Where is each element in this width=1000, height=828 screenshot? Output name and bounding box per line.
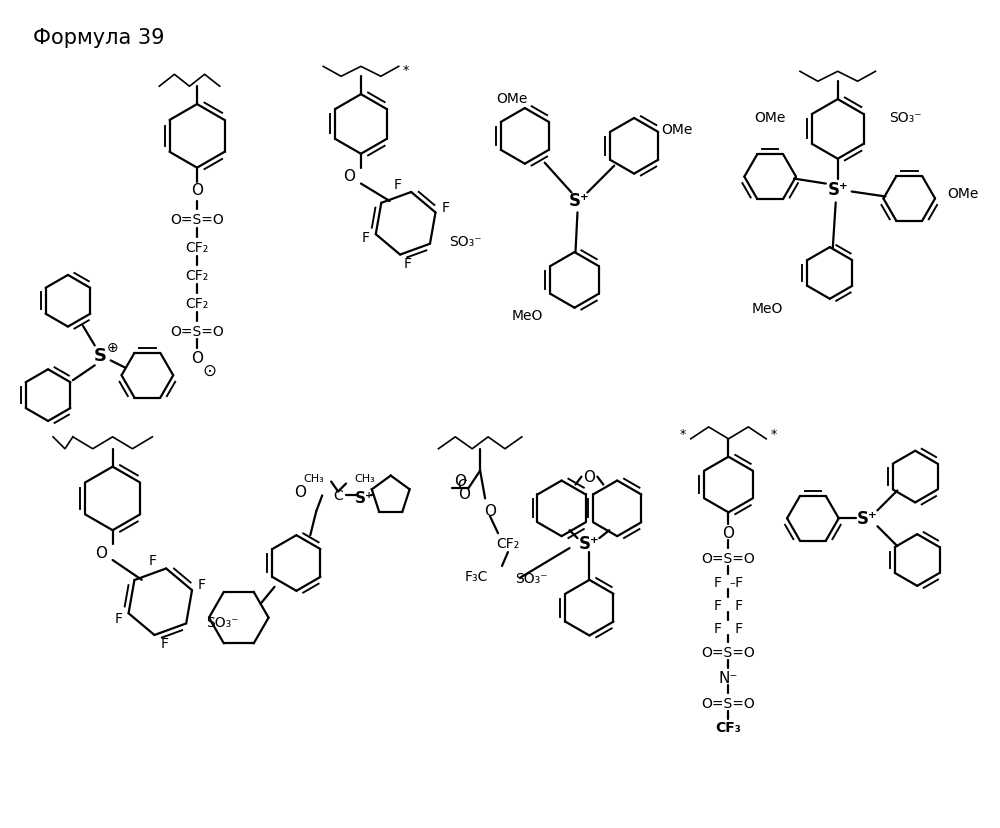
Text: OMe: OMe	[755, 111, 786, 125]
Text: O=S=O: O=S=O	[170, 325, 224, 338]
Text: F: F	[404, 257, 412, 271]
Text: F: F	[148, 553, 156, 567]
Text: OMe: OMe	[496, 92, 528, 106]
Text: ⊙: ⊙	[202, 362, 216, 380]
Text: OMe: OMe	[661, 123, 692, 137]
Text: –: –	[730, 577, 735, 587]
Text: F: F	[394, 177, 402, 191]
Text: *: *	[680, 428, 686, 440]
Text: SO₃⁻: SO₃⁻	[449, 235, 482, 249]
Text: O: O	[458, 486, 470, 502]
Text: O: O	[191, 350, 203, 365]
Text: CF₃: CF₃	[716, 720, 741, 734]
Text: O: O	[484, 503, 496, 518]
Text: S⁺: S⁺	[354, 490, 373, 505]
Text: O=S=O: O=S=O	[702, 696, 755, 710]
Text: F: F	[198, 577, 206, 591]
Text: SO₃⁻: SO₃⁻	[515, 571, 548, 585]
Text: *: *	[403, 64, 409, 77]
Text: S⁺: S⁺	[827, 181, 848, 198]
Text: MeO: MeO	[512, 308, 543, 322]
Text: CF₂: CF₂	[185, 296, 209, 310]
Text: O: O	[343, 169, 355, 184]
Text: CH₃: CH₃	[303, 473, 324, 483]
Text: N⁻: N⁻	[719, 670, 738, 685]
Text: S⁺: S⁺	[579, 535, 600, 552]
Text: O: O	[583, 469, 595, 484]
Text: F: F	[160, 637, 168, 651]
Text: O: O	[722, 525, 734, 540]
Text: C: C	[457, 477, 467, 491]
Text: ⊕: ⊕	[107, 341, 118, 355]
Text: *: *	[771, 428, 777, 440]
Text: O: O	[294, 484, 306, 499]
Text: OMe: OMe	[947, 187, 978, 201]
Text: F: F	[441, 201, 449, 215]
Text: C: C	[333, 489, 343, 503]
Text: CF₂: CF₂	[185, 268, 209, 282]
Text: Формула 39: Формула 39	[33, 27, 165, 47]
Text: O: O	[191, 183, 203, 198]
Text: F   F: F F	[714, 598, 743, 612]
Text: S: S	[94, 347, 107, 365]
Text: F₃C: F₃C	[465, 569, 488, 583]
Text: S⁺: S⁺	[569, 192, 590, 210]
Text: S⁺: S⁺	[857, 510, 878, 527]
Text: SO₃⁻: SO₃⁻	[889, 111, 922, 125]
Text: F: F	[115, 611, 123, 625]
Text: CF₂: CF₂	[496, 537, 520, 551]
Text: MeO: MeO	[752, 301, 783, 315]
Text: O=S=O: O=S=O	[702, 646, 755, 660]
Text: O: O	[95, 545, 107, 560]
Text: F: F	[362, 231, 370, 245]
Text: O=S=O: O=S=O	[170, 213, 224, 227]
Text: CH₃: CH₃	[354, 473, 375, 483]
Text: F   F: F F	[714, 621, 743, 635]
Text: F   F: F F	[714, 575, 743, 590]
Text: CF₂: CF₂	[185, 241, 209, 255]
Text: SO₃⁻: SO₃⁻	[206, 615, 239, 628]
Text: O: O	[454, 474, 466, 489]
Text: O=S=O: O=S=O	[702, 551, 755, 566]
